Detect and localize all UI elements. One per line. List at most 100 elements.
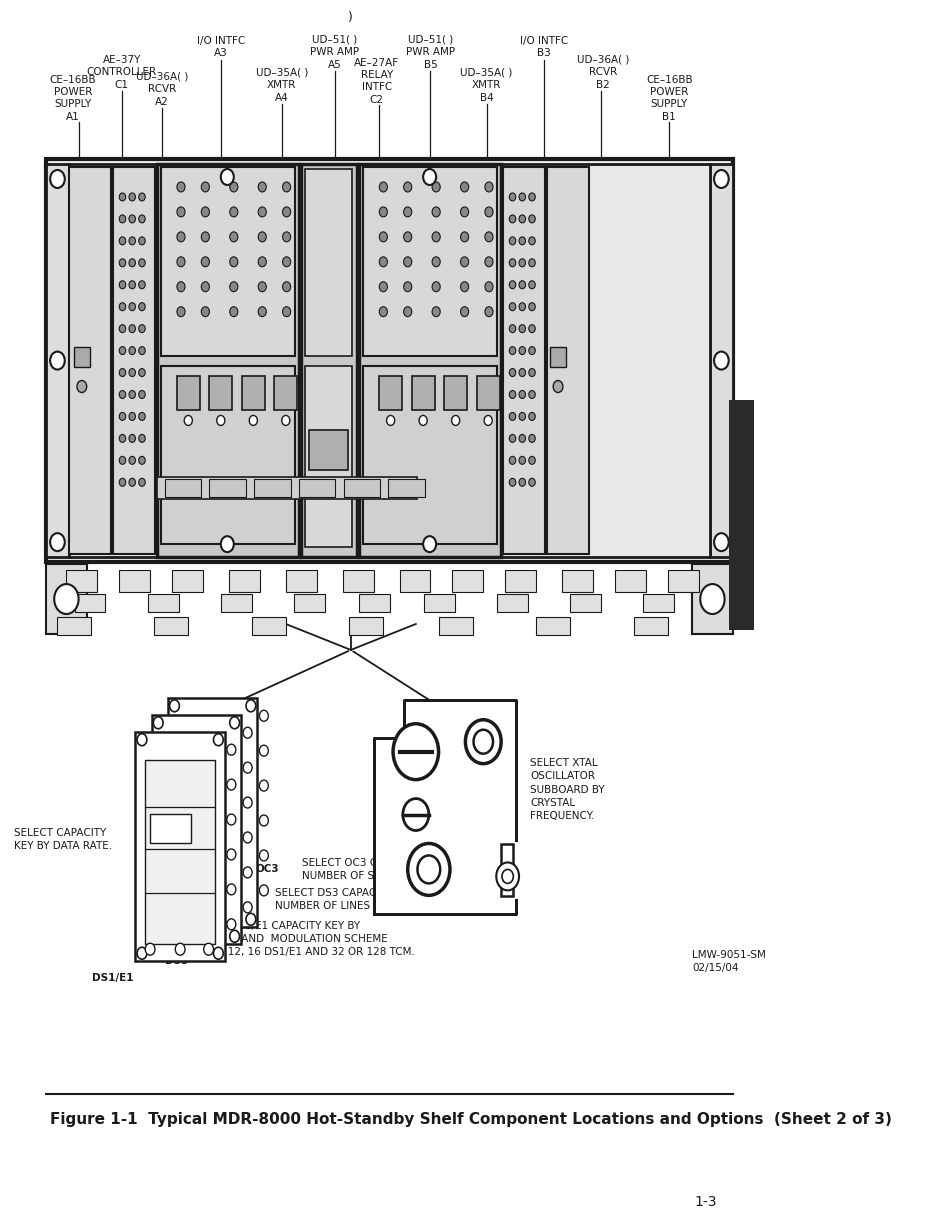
Bar [220, 594, 252, 612]
Circle shape [201, 307, 209, 317]
Bar [156, 478, 418, 500]
Bar [506, 570, 536, 592]
Text: DS3: DS3 [233, 894, 257, 904]
Bar [477, 376, 499, 410]
Circle shape [119, 237, 126, 244]
Circle shape [139, 259, 145, 266]
Bar [349, 616, 383, 635]
Circle shape [393, 723, 439, 780]
Circle shape [230, 182, 238, 192]
Circle shape [529, 193, 535, 201]
Circle shape [227, 779, 236, 790]
Circle shape [460, 281, 469, 292]
Bar [150, 813, 191, 844]
Bar [306, 366, 353, 548]
Circle shape [230, 208, 238, 217]
Circle shape [129, 193, 135, 201]
Bar [161, 366, 294, 544]
Text: DS3: DS3 [165, 957, 188, 966]
Circle shape [230, 307, 238, 317]
Circle shape [529, 368, 535, 377]
Circle shape [129, 435, 135, 442]
Circle shape [119, 215, 126, 223]
Bar [135, 732, 225, 962]
Circle shape [403, 798, 429, 830]
Bar [67, 570, 97, 592]
Circle shape [259, 745, 269, 756]
Circle shape [485, 208, 493, 217]
Bar [306, 169, 353, 356]
Text: DS1/E1: DS1/E1 [134, 935, 175, 944]
Circle shape [432, 257, 440, 266]
Bar [145, 760, 215, 944]
Circle shape [244, 763, 252, 774]
Text: UD–36A( )
RCVR
B2: UD–36A( ) RCVR B2 [577, 55, 629, 90]
Circle shape [380, 257, 387, 266]
Bar [301, 165, 357, 558]
Bar [274, 376, 297, 410]
Circle shape [129, 413, 135, 420]
Bar [286, 570, 317, 592]
Circle shape [529, 303, 535, 311]
Bar [254, 479, 291, 497]
Circle shape [139, 391, 145, 399]
Text: OC3: OC3 [189, 939, 213, 949]
Bar [729, 400, 754, 630]
Circle shape [139, 193, 145, 201]
Circle shape [129, 391, 135, 399]
Circle shape [129, 368, 135, 377]
Circle shape [460, 232, 469, 242]
Circle shape [282, 257, 291, 266]
Text: UD–35A( )
XMTR
A4: UD–35A( ) XMTR A4 [256, 68, 308, 103]
Bar [209, 376, 232, 410]
Circle shape [50, 351, 65, 370]
Circle shape [460, 257, 469, 266]
Circle shape [249, 415, 257, 425]
Text: UD–51( )
PWR AMP
B5: UD–51( ) PWR AMP B5 [406, 34, 455, 70]
Bar [74, 594, 106, 612]
Circle shape [145, 943, 155, 955]
Circle shape [519, 391, 526, 399]
Circle shape [404, 208, 412, 217]
Bar [344, 479, 380, 497]
Circle shape [519, 237, 526, 244]
Bar [156, 165, 299, 558]
Circle shape [244, 727, 252, 738]
Text: I/O INTFC
B3: I/O INTFC B3 [520, 36, 569, 59]
Text: SELECT DS3 CAPACITY KEY BY
NUMBER OF LINES – 1, 2, OR 3 LINES.: SELECT DS3 CAPACITY KEY BY NUMBER OF LIN… [275, 888, 470, 911]
Circle shape [386, 415, 394, 425]
Circle shape [460, 307, 469, 317]
Circle shape [485, 281, 493, 292]
Circle shape [214, 733, 223, 745]
Circle shape [258, 182, 267, 192]
Circle shape [432, 281, 440, 292]
Circle shape [139, 368, 145, 377]
Circle shape [50, 169, 65, 188]
Circle shape [509, 259, 516, 266]
Bar [633, 616, 668, 635]
Bar [113, 167, 155, 554]
Circle shape [230, 931, 240, 942]
Circle shape [227, 849, 236, 860]
Circle shape [485, 257, 493, 266]
Bar [209, 479, 246, 497]
Bar [644, 594, 674, 612]
Circle shape [227, 884, 236, 895]
Circle shape [201, 232, 209, 242]
Bar [152, 715, 241, 944]
Bar [309, 431, 348, 470]
Bar [119, 570, 150, 592]
Bar [168, 698, 257, 927]
Circle shape [139, 413, 145, 420]
Circle shape [220, 537, 233, 553]
Bar [536, 616, 570, 635]
Bar [424, 594, 455, 612]
Circle shape [529, 479, 535, 486]
Circle shape [169, 914, 180, 925]
Text: SELECT OC3 CAPACITY KEY BY
NUMBER OF STS1 LINES – 1 OR 3 LINES.: SELECT OC3 CAPACITY KEY BY NUMBER OF STS… [302, 858, 509, 880]
Circle shape [230, 717, 240, 728]
Circle shape [129, 259, 135, 266]
Text: LBO/OC3 AUX INTFC: LBO/OC3 AUX INTFC [227, 454, 346, 468]
Circle shape [466, 720, 501, 764]
Bar [439, 616, 472, 635]
